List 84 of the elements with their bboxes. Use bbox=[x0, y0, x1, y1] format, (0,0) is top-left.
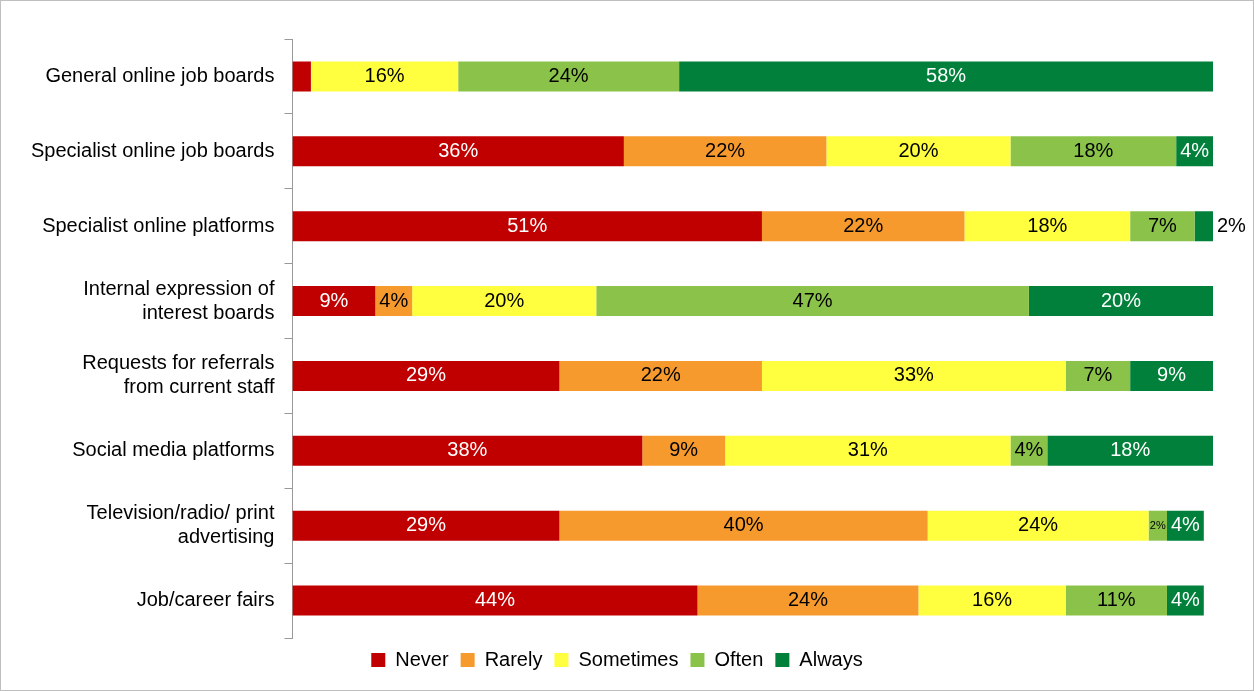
data-label: 9% bbox=[669, 438, 699, 461]
data-label: 58% bbox=[926, 63, 967, 86]
data-label: 38% bbox=[447, 438, 488, 461]
data-label: 4% bbox=[1170, 513, 1201, 536]
data-label: 29% bbox=[405, 513, 447, 536]
bar bbox=[458, 61, 680, 92]
y-tick-label: Requests for referrals from current staff bbox=[82, 351, 275, 398]
data-label: 29% bbox=[405, 363, 447, 386]
bar bbox=[292, 435, 643, 466]
data-label: 22% bbox=[705, 138, 746, 161]
y-tick-label: Specialist online job boards bbox=[30, 138, 275, 161]
bar bbox=[1130, 211, 1195, 242]
data-label: 11% bbox=[1097, 588, 1136, 611]
y-tick-label: Job/career fairs bbox=[136, 588, 275, 611]
data-label: 40% bbox=[723, 513, 764, 536]
y-tick-label: Social media platforms bbox=[72, 438, 275, 461]
bar bbox=[964, 211, 1131, 242]
data-label: 20% bbox=[898, 138, 939, 161]
data-label: 51% bbox=[507, 213, 548, 236]
bar bbox=[697, 585, 919, 616]
data-label: 31% bbox=[847, 438, 889, 461]
data-label: 33% bbox=[893, 363, 935, 386]
bar bbox=[1065, 585, 1167, 616]
data-label: 9% bbox=[319, 288, 349, 311]
bar bbox=[292, 510, 560, 541]
bar bbox=[1047, 435, 1213, 466]
data-label: 44% bbox=[474, 588, 516, 611]
bar bbox=[918, 585, 1066, 616]
legend-label: Often bbox=[714, 647, 764, 670]
bar bbox=[1065, 360, 1131, 391]
bar bbox=[761, 211, 965, 242]
data-label: 7% bbox=[1083, 363, 1113, 386]
data-label: 16% bbox=[364, 63, 405, 86]
bar bbox=[292, 211, 762, 242]
data-label: 7% bbox=[1147, 213, 1178, 236]
bar bbox=[679, 61, 1213, 92]
bar bbox=[596, 286, 1029, 317]
data-label: 2% bbox=[1217, 213, 1247, 236]
data-label: 47% bbox=[792, 288, 833, 311]
data-label: 4% bbox=[379, 288, 409, 311]
data-label: 18% bbox=[1073, 138, 1114, 161]
legend-label: Never bbox=[395, 647, 449, 670]
legend-label: Rarely bbox=[484, 647, 543, 670]
y-tick-label: Specialist online platforms bbox=[42, 213, 275, 236]
data-label: 2% bbox=[1149, 518, 1166, 531]
bar bbox=[292, 61, 311, 92]
data-label: 4% bbox=[1014, 438, 1044, 461]
bar bbox=[1028, 286, 1213, 317]
bar bbox=[1130, 360, 1213, 391]
data-label: 24% bbox=[1018, 513, 1059, 536]
data-label: 20% bbox=[484, 288, 525, 311]
bar bbox=[642, 435, 726, 466]
data-label: 4% bbox=[1180, 138, 1210, 161]
bar bbox=[292, 136, 624, 167]
bar bbox=[623, 136, 827, 167]
legend-label: Sometimes bbox=[578, 647, 679, 670]
bar bbox=[412, 286, 597, 317]
data-label: 20% bbox=[1100, 288, 1142, 311]
bar bbox=[761, 360, 1066, 391]
bar bbox=[559, 510, 928, 541]
bar bbox=[292, 585, 698, 616]
bar bbox=[310, 61, 459, 92]
data-label: 36% bbox=[438, 138, 479, 161]
data-label: 16% bbox=[972, 588, 1013, 611]
data-label: 9% bbox=[1157, 363, 1187, 386]
bar bbox=[927, 510, 1149, 541]
bar bbox=[292, 360, 560, 391]
y-tick-label: General online job boards bbox=[45, 63, 275, 86]
bar bbox=[1194, 211, 1213, 242]
y-tick-label: Internal expression of interest boards bbox=[83, 276, 275, 323]
bar bbox=[1010, 136, 1177, 167]
bar bbox=[826, 136, 1011, 167]
data-label: 22% bbox=[640, 363, 681, 386]
data-label: 18% bbox=[1027, 213, 1068, 236]
data-label: 22% bbox=[843, 213, 884, 236]
bar bbox=[559, 360, 762, 391]
data-label: 24% bbox=[787, 588, 829, 611]
y-tick-label: Television/radio/ print advertising bbox=[86, 501, 275, 548]
data-label: 24% bbox=[548, 63, 589, 86]
data-label: 18% bbox=[1110, 438, 1151, 461]
bar bbox=[292, 286, 376, 317]
data-label: 4% bbox=[1170, 588, 1201, 611]
legend-label: Always bbox=[799, 647, 863, 670]
bar bbox=[725, 435, 1011, 466]
